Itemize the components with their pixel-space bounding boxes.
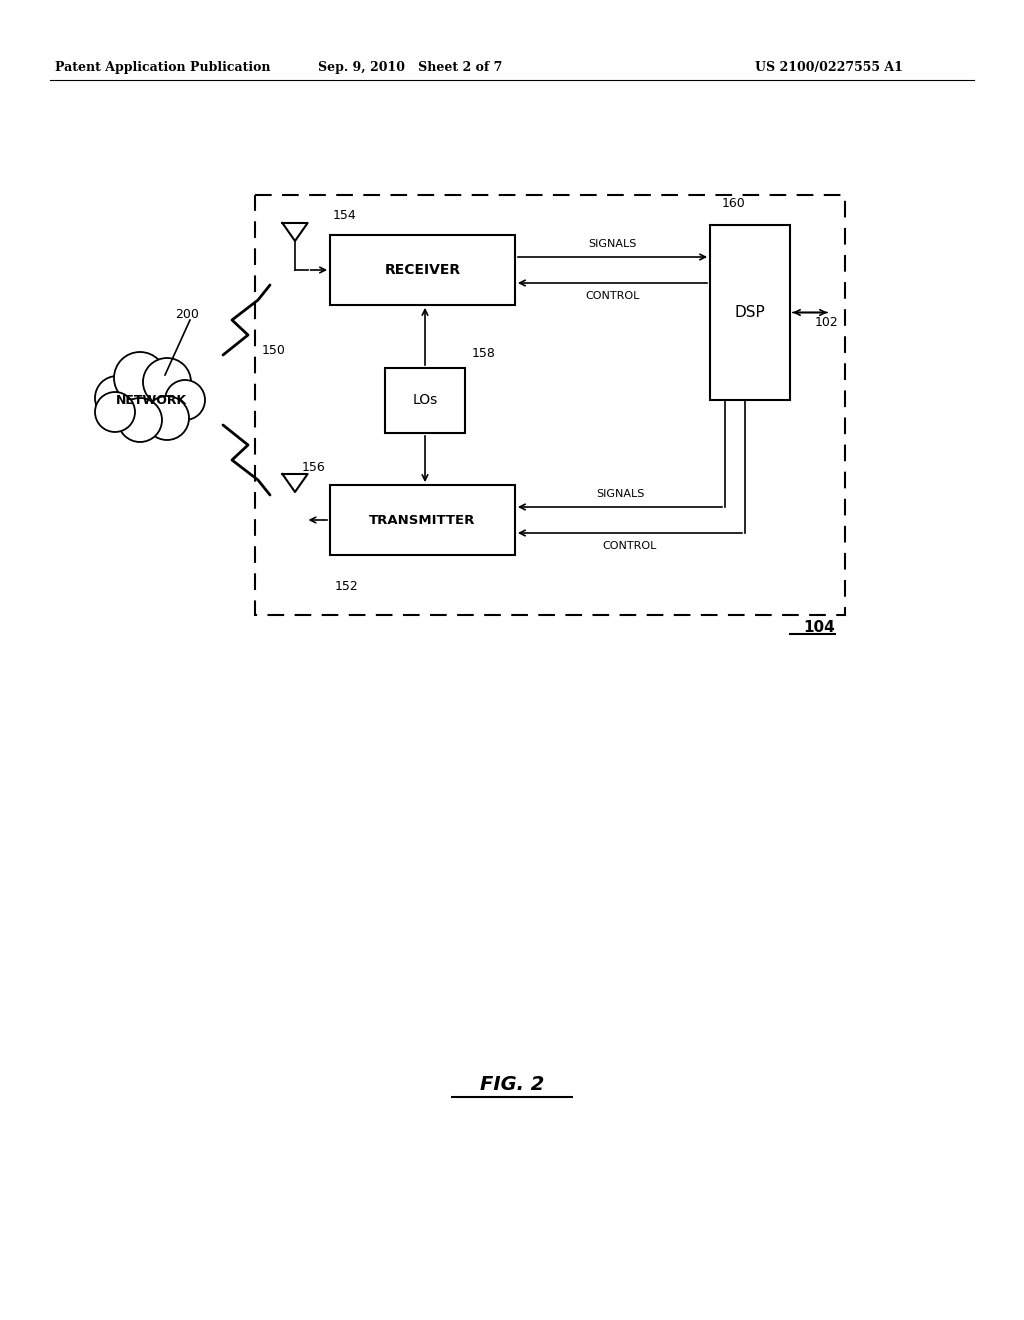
Bar (255, 195, 845, 615)
Text: SIGNALS: SIGNALS (589, 239, 637, 249)
Text: 154: 154 (333, 209, 356, 222)
Text: Sep. 9, 2010   Sheet 2 of 7: Sep. 9, 2010 Sheet 2 of 7 (317, 62, 502, 74)
Text: DSP: DSP (734, 305, 765, 319)
Text: TRANSMITTER: TRANSMITTER (370, 513, 476, 527)
Text: 160: 160 (722, 197, 745, 210)
Circle shape (95, 392, 135, 432)
Text: 156: 156 (302, 461, 326, 474)
Text: 104: 104 (803, 620, 835, 635)
Bar (710, 224, 790, 400)
Text: FIG. 2: FIG. 2 (480, 1076, 544, 1094)
Bar (330, 484, 515, 554)
Circle shape (145, 396, 189, 440)
Polygon shape (283, 474, 307, 492)
Circle shape (95, 376, 139, 420)
Circle shape (165, 380, 205, 420)
Text: CONTROL: CONTROL (603, 541, 657, 550)
Text: US 2100/0227555 A1: US 2100/0227555 A1 (755, 62, 903, 74)
Text: CONTROL: CONTROL (586, 290, 640, 301)
Circle shape (143, 358, 191, 407)
Text: SIGNALS: SIGNALS (596, 488, 644, 499)
Text: 152: 152 (335, 579, 358, 593)
Text: 200: 200 (175, 309, 199, 322)
Text: 158: 158 (472, 347, 496, 360)
Bar (330, 235, 515, 305)
Bar (385, 368, 465, 433)
Text: Patent Application Publication: Patent Application Publication (55, 62, 270, 74)
Text: 150: 150 (262, 343, 286, 356)
Circle shape (114, 352, 166, 404)
Polygon shape (283, 223, 307, 242)
Text: RECEIVER: RECEIVER (384, 263, 461, 277)
Text: 102: 102 (815, 315, 839, 329)
Text: LOs: LOs (413, 393, 437, 408)
Circle shape (118, 399, 162, 442)
Text: NETWORK: NETWORK (116, 393, 186, 407)
